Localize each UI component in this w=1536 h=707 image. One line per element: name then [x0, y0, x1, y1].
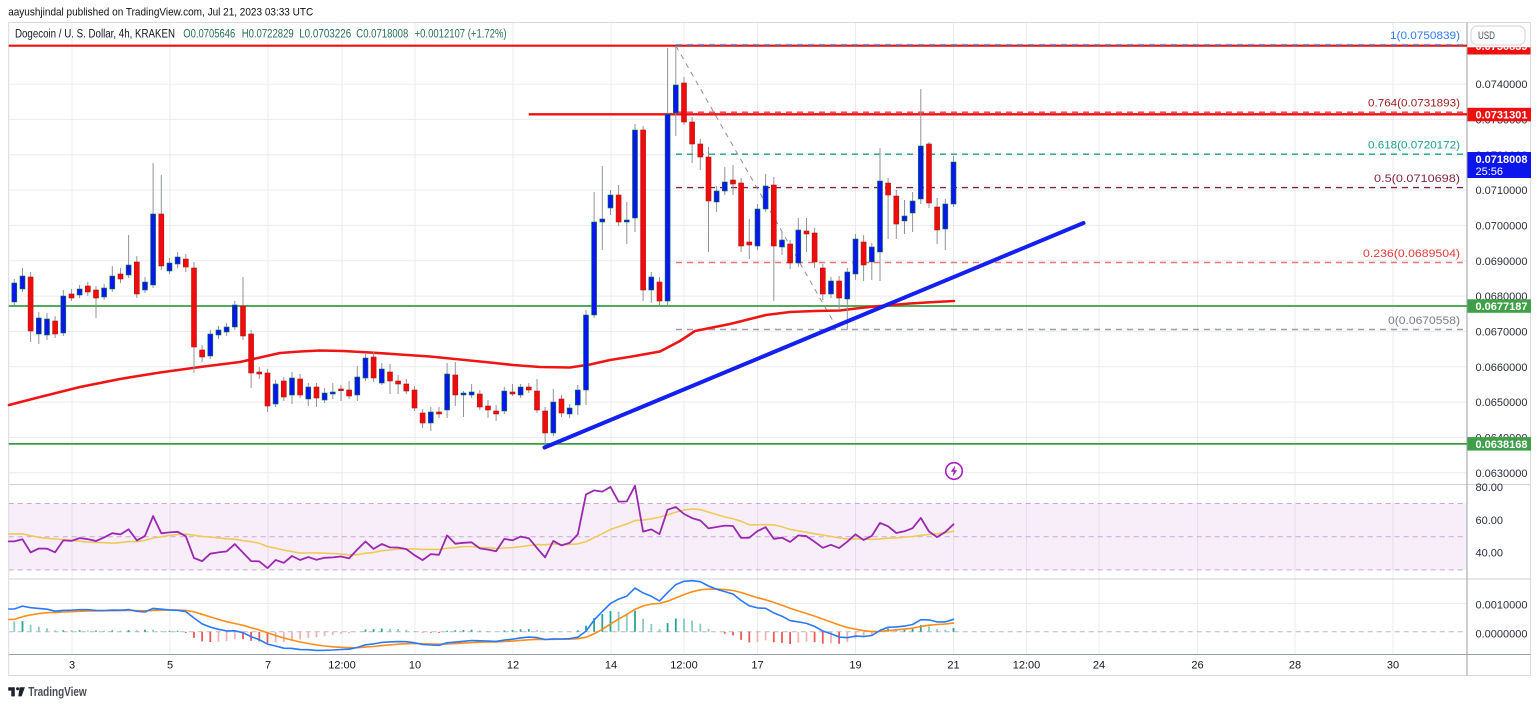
svg-text:7: 7: [265, 660, 271, 672]
svg-text:USD: USD: [1478, 30, 1495, 42]
svg-text:12:00: 12:00: [328, 660, 356, 672]
svg-text:0.0718008: 0.0718008: [1476, 154, 1528, 166]
svg-text:25:56: 25:56: [1476, 166, 1504, 178]
svg-text:60.00: 60.00: [1476, 515, 1504, 527]
svg-text:10: 10: [409, 660, 421, 672]
svg-text:0.0731301: 0.0731301: [1476, 110, 1528, 122]
svg-text:0.0638168: 0.0638168: [1476, 439, 1528, 451]
svg-text:L0.0703226: L0.0703226: [299, 29, 351, 41]
svg-text:80.00: 80.00: [1476, 482, 1504, 494]
svg-text:0.0000000: 0.0000000: [1476, 628, 1528, 640]
svg-text:28: 28: [1289, 660, 1301, 672]
svg-text:0.0677187: 0.0677187: [1476, 301, 1528, 313]
svg-text:0.618(0.0720172): 0.618(0.0720172): [1368, 140, 1460, 152]
svg-text:0.0650000: 0.0650000: [1476, 397, 1528, 409]
svg-text:24: 24: [1093, 660, 1105, 672]
svg-text:0.0740000: 0.0740000: [1476, 79, 1528, 91]
svg-text:5: 5: [167, 660, 173, 672]
svg-text:+0.0012107 (+1.72%): +0.0012107 (+1.72%): [415, 29, 507, 41]
svg-text:0.0630000: 0.0630000: [1476, 468, 1528, 480]
svg-text:1(0.0750839): 1(0.0750839): [1390, 30, 1460, 42]
svg-text:19: 19: [849, 660, 861, 672]
svg-text:21: 21: [947, 660, 959, 672]
svg-text:0(0.0670558): 0(0.0670558): [1388, 315, 1460, 327]
svg-text:40.00: 40.00: [1476, 548, 1504, 560]
svg-text:O0.0705646: O0.0705646: [183, 29, 235, 41]
svg-text:C0.0718008: C0.0718008: [356, 29, 408, 41]
svg-text:0.0700000: 0.0700000: [1476, 220, 1528, 232]
svg-text:3: 3: [69, 660, 75, 672]
svg-text:26: 26: [1191, 660, 1203, 672]
svg-text:0.0670000: 0.0670000: [1476, 326, 1528, 338]
svg-text:H0.0722829: H0.0722829: [242, 29, 294, 41]
svg-text:Dogecoin / U. S. Dollar, 4h, K: Dogecoin / U. S. Dollar, 4h, KRAKEN: [15, 29, 175, 41]
svg-text:0.5(0.0710698): 0.5(0.0710698): [1374, 173, 1460, 185]
svg-text:aayushjindal published on Trad: aayushjindal published on TradingView.co…: [8, 7, 313, 19]
svg-text:0.0010000: 0.0010000: [1476, 599, 1528, 611]
svg-text:17: 17: [751, 660, 763, 672]
svg-text:30: 30: [1387, 660, 1399, 672]
svg-text:12:00: 12:00: [1013, 660, 1041, 672]
svg-text:0.0660000: 0.0660000: [1476, 362, 1528, 374]
svg-text:0.236(0.0689504): 0.236(0.0689504): [1363, 248, 1460, 260]
svg-text:TradingView: TradingView: [28, 684, 87, 699]
svg-text:0.0710000: 0.0710000: [1476, 185, 1528, 197]
svg-text:0.0690000: 0.0690000: [1476, 256, 1528, 268]
svg-text:0.764(0.0731893): 0.764(0.0731893): [1368, 98, 1460, 110]
svg-text:0.0750839: 0.0750839: [1476, 41, 1528, 53]
svg-text:12: 12: [507, 660, 519, 672]
svg-text:14: 14: [605, 660, 617, 672]
svg-text:12:00: 12:00: [670, 660, 698, 672]
